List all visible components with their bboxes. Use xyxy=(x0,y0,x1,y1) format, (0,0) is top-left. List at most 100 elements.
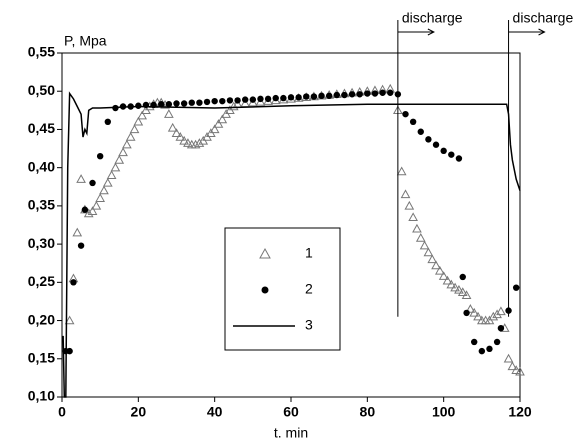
triangle-marker xyxy=(461,290,472,300)
triangle-marker xyxy=(446,279,457,289)
triangle-marker xyxy=(164,109,174,118)
dot-marker xyxy=(425,136,432,143)
dot-marker xyxy=(440,147,447,155)
triangle-marker xyxy=(209,124,220,134)
y-tick-label: 0,50 xyxy=(28,82,55,98)
dot-marker xyxy=(280,94,287,102)
dot-marker xyxy=(89,179,96,187)
y-tick-label: 0,45 xyxy=(28,120,55,136)
dot-marker xyxy=(66,347,73,355)
dot-marker xyxy=(455,155,463,162)
triangle-marker xyxy=(95,193,106,202)
legend-label: 2 xyxy=(305,281,313,297)
discharge-arrow xyxy=(508,28,546,36)
triangle-marker xyxy=(427,254,438,264)
triangle-marker xyxy=(511,365,522,374)
dot-marker xyxy=(272,94,279,102)
triangle-marker xyxy=(412,223,422,233)
triangle-marker xyxy=(179,135,189,145)
line xyxy=(62,91,521,398)
dot-marker xyxy=(165,101,173,108)
y-tick-label: 0,20 xyxy=(28,311,55,327)
y-tick-label: 0,25 xyxy=(28,273,55,289)
dot-marker xyxy=(158,101,165,108)
dot-marker xyxy=(257,95,264,103)
dot-marker xyxy=(303,93,310,100)
legend-label: 1 xyxy=(305,245,313,261)
dot-marker xyxy=(249,96,257,103)
x-tick-label: 40 xyxy=(207,404,223,420)
triangle-marker xyxy=(457,287,468,296)
dot-marker xyxy=(96,153,104,160)
triangle-marker xyxy=(99,185,109,195)
dot-marker xyxy=(203,98,211,106)
dot-marker xyxy=(348,91,356,98)
triangle-marker xyxy=(183,138,193,147)
dot-marker xyxy=(364,90,371,97)
dot-marker xyxy=(234,97,241,104)
dot-marker xyxy=(196,99,203,106)
triangle-marker xyxy=(515,366,525,376)
y-tick-label: 0,15 xyxy=(28,349,55,365)
triangle-marker xyxy=(133,116,144,126)
triangle-marker xyxy=(76,174,86,183)
triangle-marker xyxy=(228,101,239,111)
x-tick-label: 100 xyxy=(432,404,456,420)
triangle-marker xyxy=(454,284,464,294)
triangle-marker xyxy=(492,309,502,319)
triangle-marker xyxy=(442,275,453,285)
dot-marker xyxy=(135,102,142,109)
triangle-marker xyxy=(194,138,205,147)
dot-marker xyxy=(226,97,234,104)
legend-dot xyxy=(261,286,269,294)
dot-marker xyxy=(417,128,424,135)
triangle-marker xyxy=(137,110,147,120)
dot-marker xyxy=(497,325,505,332)
dot-marker xyxy=(104,118,112,126)
triangle-marker xyxy=(507,361,518,371)
triangle-marker xyxy=(419,240,430,250)
triangle-marker xyxy=(167,122,178,132)
triangle-marker xyxy=(255,96,266,106)
y-tick-label: 0,10 xyxy=(28,388,55,404)
dot-marker xyxy=(478,347,486,355)
y-tick-label: 0,55 xyxy=(28,44,55,60)
dot-marker xyxy=(409,118,417,126)
triangle-marker xyxy=(114,154,125,164)
dot-marker xyxy=(356,91,363,98)
triangle-marker xyxy=(91,200,102,210)
triangle-marker xyxy=(503,353,514,363)
dot-marker xyxy=(70,279,77,286)
triangle-marker xyxy=(217,114,228,124)
x-tick-label: 0 xyxy=(58,404,66,420)
triangle-marker xyxy=(125,132,136,141)
dot-marker xyxy=(432,141,440,148)
triangle-marker xyxy=(102,177,113,187)
dot-marker xyxy=(486,345,493,353)
dot-marker xyxy=(264,95,272,103)
y-axis-label: P, Mpa xyxy=(64,33,107,49)
triangle-marker xyxy=(438,271,449,280)
triangle-marker xyxy=(400,189,411,199)
dot-marker xyxy=(242,96,249,103)
dot-marker xyxy=(333,91,340,99)
triangle-marker xyxy=(87,206,98,215)
dot-marker xyxy=(512,284,520,291)
triangle-marker xyxy=(64,315,75,325)
dot-marker xyxy=(471,338,478,346)
dot-marker xyxy=(402,110,409,118)
x-tick-label: 60 xyxy=(283,404,299,420)
dot-marker xyxy=(371,90,379,97)
y-tick-label: 0,30 xyxy=(28,235,55,251)
dot-marker xyxy=(180,100,188,107)
dot-marker xyxy=(81,206,89,213)
dot-marker xyxy=(325,92,333,100)
x-tick-label: 120 xyxy=(508,404,532,420)
triangle-marker xyxy=(488,311,499,321)
triangle-marker xyxy=(72,227,83,237)
dot-marker xyxy=(211,97,218,105)
triangle-marker xyxy=(190,139,201,149)
legend-triangle xyxy=(259,247,271,259)
triangle-marker xyxy=(408,212,418,222)
